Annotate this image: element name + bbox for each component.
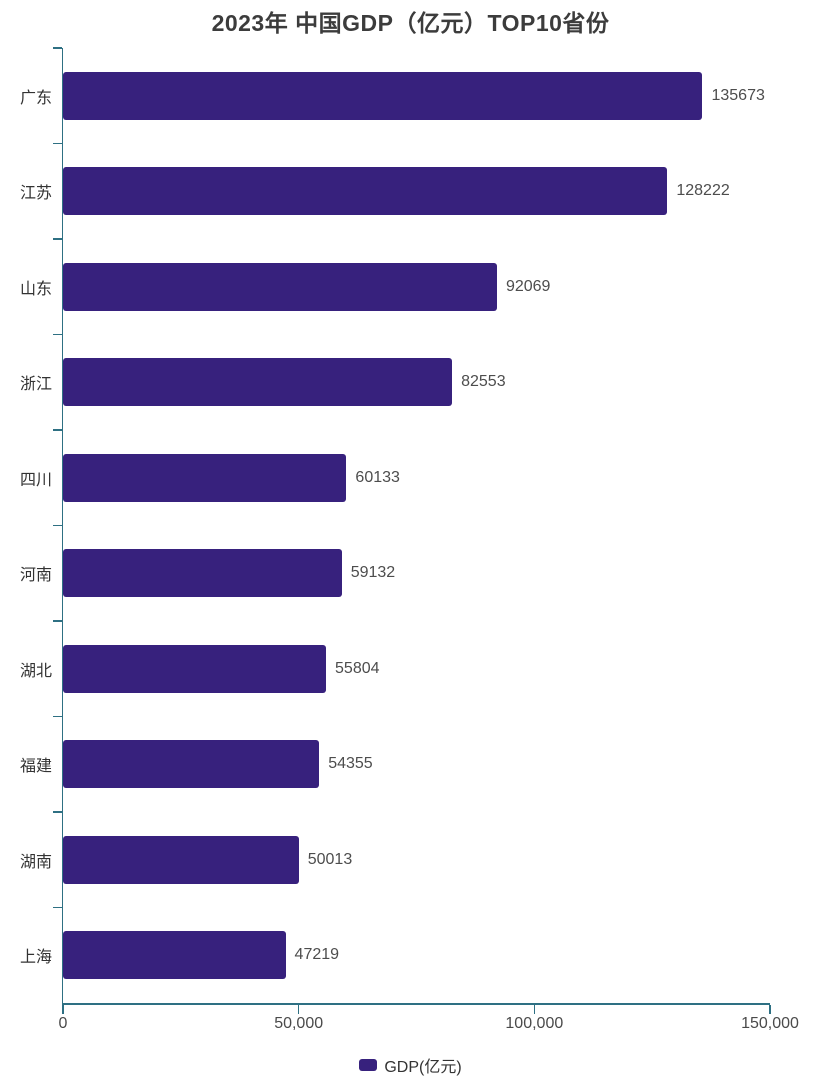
x-tick-label: 50,000: [274, 1015, 324, 1032]
bar-湖北[interactable]: [63, 644, 327, 693]
value-label: 128222: [676, 182, 730, 200]
bar-row: 湖北 55804: [20, 621, 770, 717]
legend-item-gdp[interactable]: GDP(亿元): [0, 1053, 821, 1077]
category-label: 湖北: [19, 662, 52, 680]
value-label: 59132: [350, 564, 396, 582]
bar-广东[interactable]: [63, 71, 703, 120]
value-label: 92069: [505, 277, 551, 295]
chart-title: 2023年 中国GDP（亿元）TOP10省份: [211, 10, 610, 36]
y-axis-tick: [52, 238, 62, 240]
category-label: 浙江: [19, 376, 52, 394]
value-label: 54355: [328, 755, 373, 773]
x-axis-tick: [62, 1004, 64, 1014]
bar-row: 上海 47219: [20, 908, 770, 1004]
bar-row: 福建 54355: [20, 717, 770, 813]
bar-row: 河南 59132: [20, 526, 770, 622]
bar-row: 四川 60133: [20, 430, 770, 526]
y-axis-line: [61, 48, 63, 1003]
value-label: 135673: [711, 86, 765, 104]
bar-湖南[interactable]: [63, 835, 299, 884]
y-axis-tick: [52, 142, 62, 145]
bar-row: 湖南 50013: [20, 812, 770, 908]
category-label: 福建: [19, 758, 52, 776]
bar-河南[interactable]: [63, 549, 342, 598]
x-axis-tick: [533, 1004, 536, 1014]
x-tick-label: 150,000: [741, 1015, 799, 1032]
value-label: 50013: [307, 850, 353, 868]
category-label: 上海: [19, 949, 52, 967]
bar-浙江[interactable]: [63, 358, 453, 407]
bar-四川[interactable]: [63, 453, 347, 502]
category-label: 江苏: [19, 185, 52, 203]
x-tick-label: 0: [58, 1015, 68, 1032]
bar-江苏[interactable]: [63, 167, 668, 216]
x-tick-label: 100,000: [505, 1015, 564, 1032]
y-axis-tick: [52, 333, 62, 336]
plot-area: 广东 135673 江苏 128222 山东 92069 浙江 82553 四川 60133 河南 5…: [20, 47, 799, 1032]
bar-row: 江苏 128222: [20, 144, 770, 240]
category-label: 山东: [19, 280, 52, 298]
value-label: 47219: [294, 946, 340, 964]
bar-上海[interactable]: [63, 931, 286, 980]
x-axis-line: [61, 1003, 770, 1005]
category-label: 广东: [19, 89, 52, 107]
category-label: 湖南: [19, 853, 52, 871]
x-axis-tick: [297, 1004, 300, 1014]
y-axis-tick: [52, 47, 62, 49]
y-axis-tick: [52, 811, 62, 813]
value-label: 82553: [461, 373, 506, 391]
bar-row: 山东 92069: [20, 239, 770, 335]
y-axis-tick: [52, 429, 62, 431]
y-axis-tick: [52, 524, 62, 527]
bar-row: 广东 135673: [20, 48, 770, 144]
y-axis-tick: [52, 620, 62, 622]
bar-福建[interactable]: [63, 740, 320, 789]
x-axis-tick: [769, 1004, 771, 1014]
value-label: 55804: [335, 659, 380, 677]
bar-山东[interactable]: [63, 262, 497, 311]
legend-swatch-icon: [359, 1059, 378, 1071]
category-label: 河南: [19, 567, 52, 585]
value-label: 60133: [355, 468, 400, 486]
y-axis-tick: [52, 715, 62, 718]
y-axis-tick: [52, 906, 62, 909]
bar-row: 浙江 82553: [20, 335, 770, 431]
category-label: 四川: [19, 471, 52, 489]
legend-label: GDP(亿元): [384, 1059, 462, 1076]
